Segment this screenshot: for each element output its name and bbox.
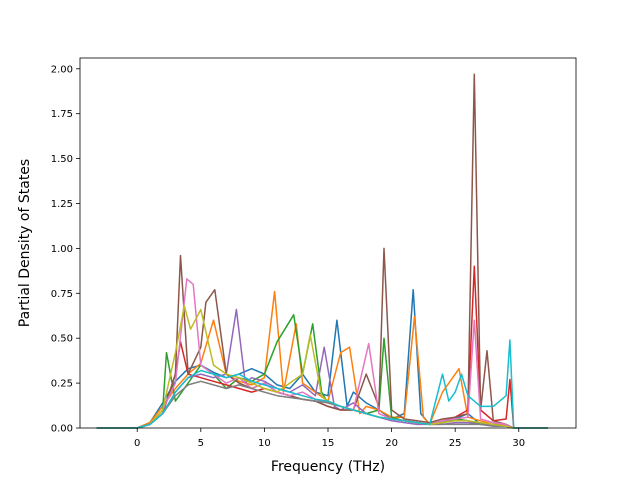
y-tick-label: 0.00: [51, 424, 73, 435]
x-tick-label: 0: [134, 438, 140, 449]
y-axis-ticks: 0.00 0.25 0.50 0.75 1.00 1.25 1.50 1.75 2.00: [51, 64, 80, 435]
y-tick-label: 0.25: [51, 379, 73, 390]
x-axis-label: Frequency (THz): [271, 459, 385, 475]
y-tick-label: 1.50: [51, 154, 73, 165]
series-line-5: [96, 308, 548, 429]
series-line-6: [96, 73, 548, 429]
series-line-9: [96, 305, 548, 429]
y-tick-label: 1.75: [51, 109, 73, 120]
y-tick-label: 0.75: [51, 289, 73, 300]
series-line-8: [96, 380, 548, 429]
x-tick-label: 25: [449, 438, 462, 449]
y-tick-label: 1.00: [51, 244, 73, 255]
y-tick-label: 0.50: [51, 334, 73, 345]
series-line-10: [96, 339, 548, 429]
x-tick-label: 15: [322, 438, 335, 449]
series-layer: [96, 73, 548, 429]
x-tick-label: 5: [198, 438, 204, 449]
x-tick-label: 10: [258, 438, 271, 449]
x-axis-ticks: 0 5 10 15 20 25 30: [134, 428, 525, 449]
x-tick-label: 20: [385, 438, 398, 449]
y-tick-label: 1.25: [51, 199, 73, 210]
x-tick-label: 30: [512, 438, 525, 449]
y-axis-label: Partial Density of States: [17, 159, 33, 327]
y-tick-label: 2.00: [51, 64, 73, 75]
